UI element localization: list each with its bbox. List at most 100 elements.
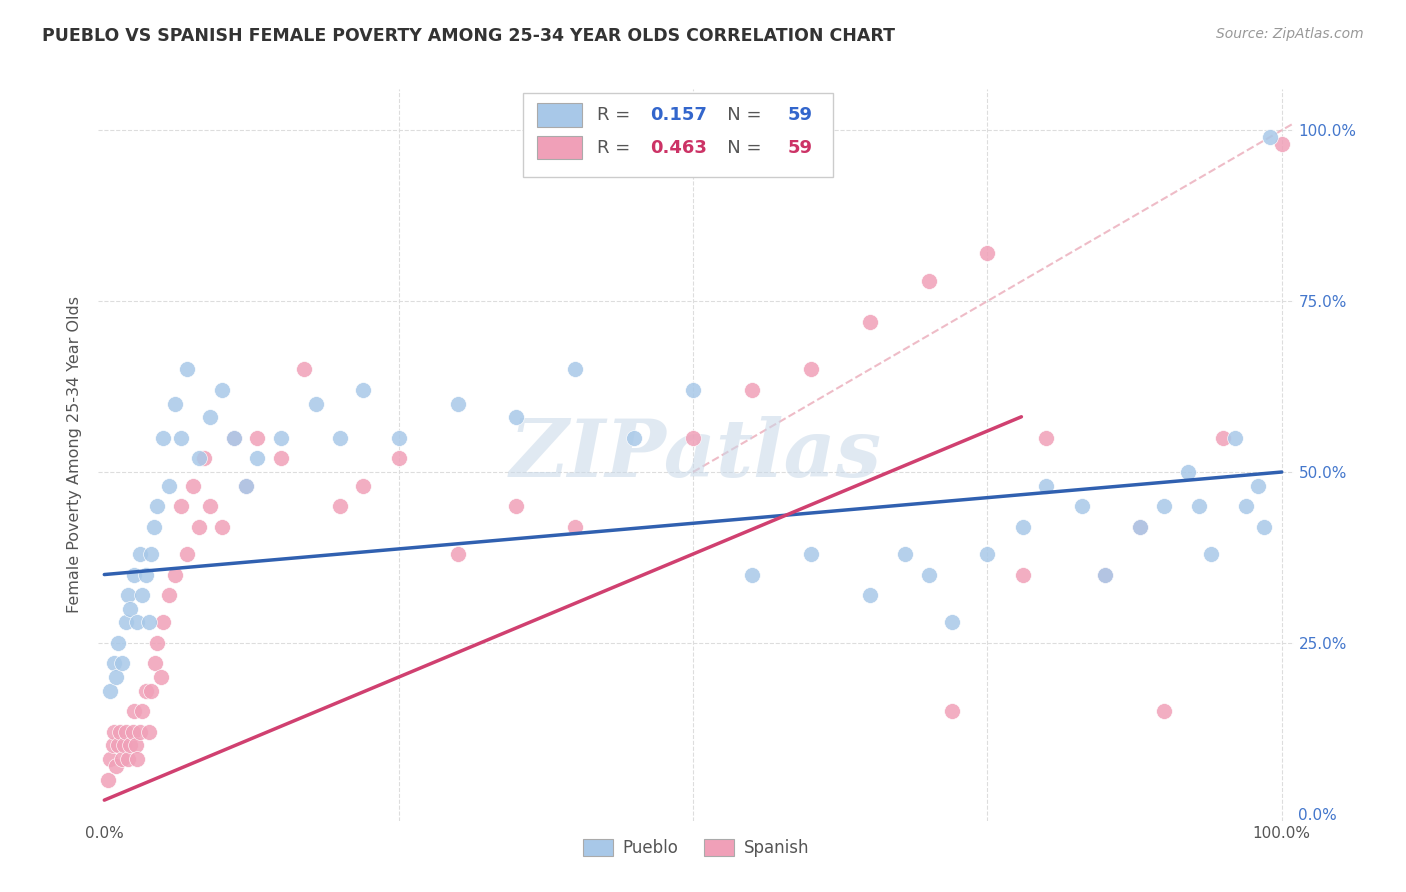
Point	[105, 670, 128, 684]
Point	[564, 519, 586, 533]
Text: R =: R =	[596, 106, 636, 124]
Point	[270, 431, 292, 445]
Point	[152, 615, 174, 630]
Point	[121, 724, 143, 739]
Point	[1011, 519, 1033, 533]
Point	[112, 739, 135, 753]
Point	[149, 670, 172, 684]
Point	[111, 657, 134, 671]
Point	[741, 567, 763, 582]
Point	[388, 451, 411, 466]
Point	[1129, 519, 1152, 533]
Point	[917, 567, 939, 582]
Point	[105, 759, 128, 773]
Text: 0.157: 0.157	[651, 106, 707, 124]
Point	[859, 315, 882, 329]
Point	[741, 383, 763, 397]
Point	[127, 615, 149, 630]
Text: N =: N =	[710, 106, 768, 124]
Point	[125, 739, 148, 753]
Point	[107, 636, 129, 650]
Text: ZIPatlas: ZIPatlas	[510, 417, 882, 493]
Text: Source: ZipAtlas.com: Source: ZipAtlas.com	[1216, 27, 1364, 41]
Point	[388, 431, 411, 445]
Text: 0.463: 0.463	[651, 139, 707, 157]
Point	[1035, 431, 1057, 445]
Point	[941, 615, 963, 630]
Point	[446, 547, 468, 561]
Point	[187, 519, 209, 533]
Point	[564, 362, 586, 376]
Point	[235, 478, 257, 492]
Point	[138, 724, 160, 739]
Point	[1129, 519, 1152, 533]
Point	[114, 615, 136, 630]
Point	[141, 547, 163, 561]
Point	[894, 547, 917, 561]
Point	[1247, 478, 1270, 492]
Point	[235, 478, 257, 492]
Point	[117, 588, 139, 602]
Point	[270, 451, 292, 466]
Point	[134, 567, 156, 582]
Point	[505, 410, 527, 425]
Point	[1253, 519, 1275, 533]
Point	[103, 657, 125, 671]
Point	[146, 636, 169, 650]
Point	[187, 451, 209, 466]
Point	[682, 383, 704, 397]
Point	[1094, 567, 1116, 582]
Point	[800, 362, 823, 376]
Text: 59: 59	[787, 106, 813, 124]
Point	[117, 752, 139, 766]
Point	[246, 431, 269, 445]
Point	[1177, 465, 1199, 479]
Point	[1271, 136, 1294, 151]
Point	[181, 478, 204, 492]
Point	[114, 724, 136, 739]
Point	[131, 588, 153, 602]
Point	[1070, 499, 1092, 513]
Point	[98, 683, 121, 698]
Point	[163, 397, 186, 411]
Point	[222, 431, 245, 445]
Point	[1094, 567, 1116, 582]
Point	[152, 431, 174, 445]
Point	[138, 615, 160, 630]
Text: R =: R =	[596, 139, 636, 157]
Point	[246, 451, 269, 466]
Point	[170, 431, 193, 445]
Point	[1188, 499, 1211, 513]
Point	[1258, 130, 1281, 145]
Point	[200, 410, 222, 425]
Point	[128, 724, 150, 739]
Point	[1223, 431, 1246, 445]
Point	[142, 519, 165, 533]
Point	[120, 739, 142, 753]
Point	[352, 478, 374, 492]
Point	[101, 739, 124, 753]
Point	[211, 519, 233, 533]
FancyBboxPatch shape	[537, 103, 582, 127]
Point	[305, 397, 328, 411]
Point	[163, 567, 186, 582]
Point	[352, 383, 374, 397]
Text: PUEBLO VS SPANISH FEMALE POVERTY AMONG 25-34 YEAR OLDS CORRELATION CHART: PUEBLO VS SPANISH FEMALE POVERTY AMONG 2…	[42, 27, 896, 45]
Point	[941, 704, 963, 718]
Point	[97, 772, 120, 787]
Point	[800, 547, 823, 561]
Point	[329, 499, 352, 513]
Point	[98, 752, 121, 766]
Point	[976, 246, 998, 260]
Point	[1035, 478, 1057, 492]
Point	[1212, 431, 1234, 445]
Point	[329, 431, 352, 445]
Point	[222, 431, 245, 445]
Point	[141, 683, 163, 698]
Point	[1199, 547, 1222, 561]
Text: 59: 59	[787, 139, 813, 157]
Point	[976, 547, 998, 561]
Point	[108, 724, 131, 739]
Point	[211, 383, 233, 397]
Point	[122, 704, 145, 718]
